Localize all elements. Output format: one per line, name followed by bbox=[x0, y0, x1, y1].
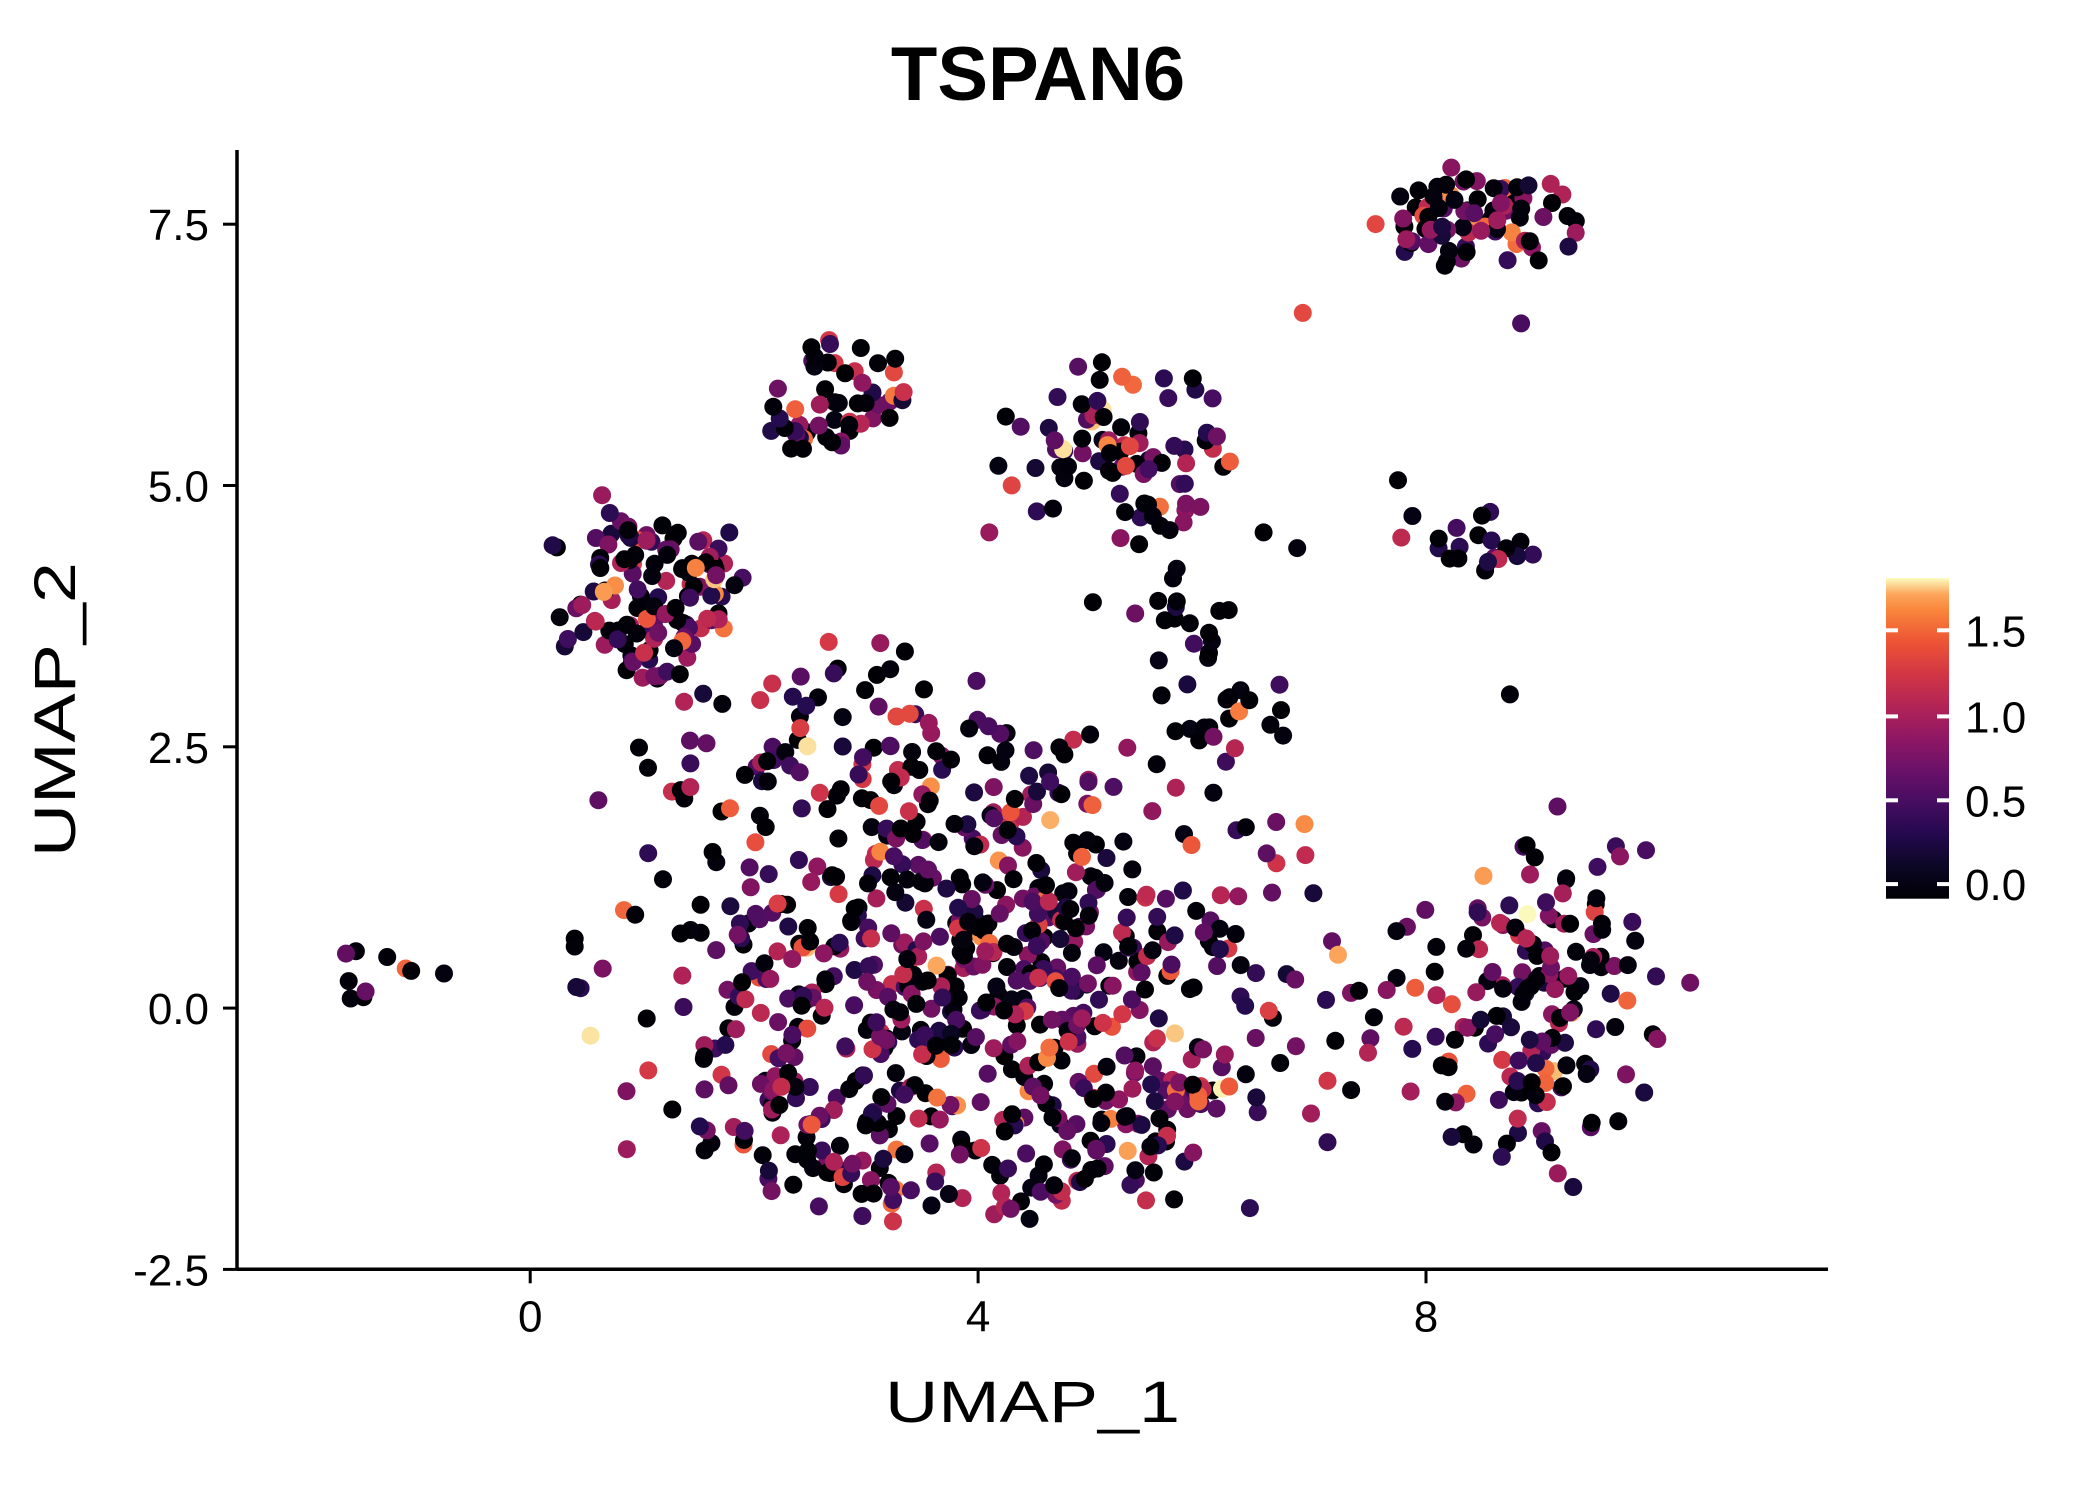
svg-text:0.5: 0.5 bbox=[1965, 777, 2026, 826]
svg-text:7.5: 7.5 bbox=[148, 201, 209, 250]
svg-text:0.0: 0.0 bbox=[148, 985, 209, 1034]
svg-text:UMAP_1: UMAP_1 bbox=[885, 1370, 1180, 1435]
svg-text:0: 0 bbox=[518, 1292, 542, 1341]
svg-text:4: 4 bbox=[966, 1292, 990, 1341]
svg-text:5.0: 5.0 bbox=[148, 463, 209, 512]
svg-text:0.0: 0.0 bbox=[1965, 861, 2026, 910]
svg-text:8: 8 bbox=[1414, 1292, 1438, 1341]
svg-text:-2.5: -2.5 bbox=[133, 1246, 209, 1295]
svg-text:1.5: 1.5 bbox=[1965, 607, 2026, 656]
svg-text:2.5: 2.5 bbox=[148, 724, 209, 773]
svg-text:UMAP_2: UMAP_2 bbox=[23, 562, 88, 857]
svg-text:TSPAN6: TSPAN6 bbox=[891, 32, 1185, 117]
svg-text:1.0: 1.0 bbox=[1965, 693, 2026, 742]
